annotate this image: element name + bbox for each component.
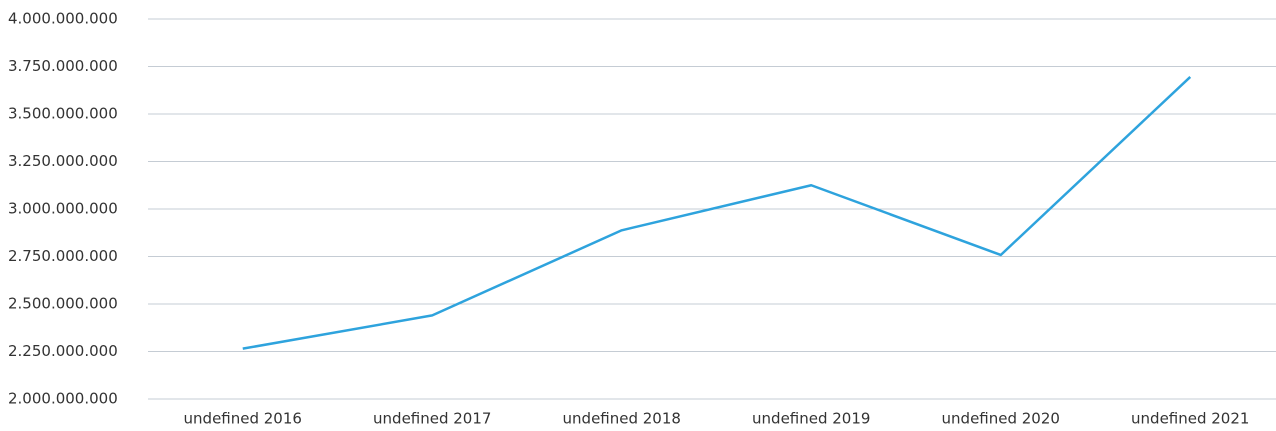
x-tick-label: undefined 2016 xyxy=(184,410,302,428)
y-tick-label: 3.250.000.000 xyxy=(8,152,118,170)
x-tick-label: undefined 2019 xyxy=(752,410,870,428)
x-tick-label: undefined 2018 xyxy=(563,410,681,428)
y-tick-label: 2.000.000.000 xyxy=(8,390,118,408)
y-tick-label: 3.750.000.000 xyxy=(8,57,118,75)
y-tick-label: 3.000.000.000 xyxy=(8,200,118,218)
y-tick-label: 3.500.000.000 xyxy=(8,105,118,123)
x-tick-label: undefined 2021 xyxy=(1131,410,1249,428)
y-tick-label: 2.250.000.000 xyxy=(8,342,118,360)
y-tick-label: 2.500.000.000 xyxy=(8,295,118,313)
x-tick-label: undefined 2020 xyxy=(942,410,1060,428)
x-tick-label: undefined 2017 xyxy=(373,410,491,428)
line-series xyxy=(242,76,1192,350)
y-tick-label: 2.750.000.000 xyxy=(8,247,118,265)
y-tick-label: 4.000.000.000 xyxy=(8,10,118,28)
